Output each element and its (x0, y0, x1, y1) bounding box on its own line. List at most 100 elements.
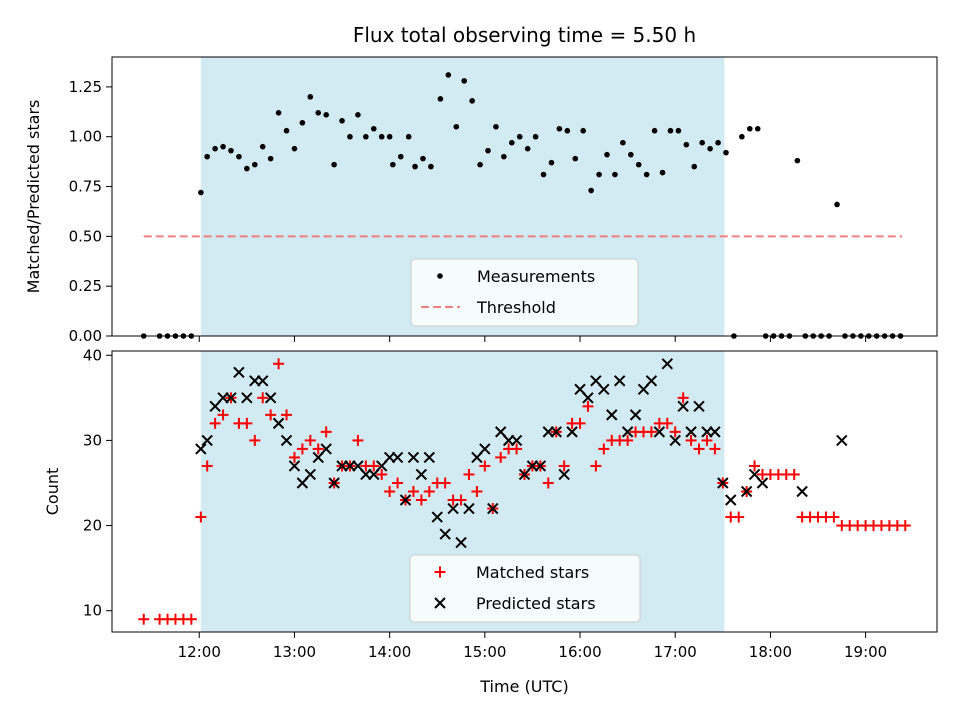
predicted-point-63-b (693, 400, 705, 413)
matched-point-21 (312, 443, 324, 455)
matched-point-68 (685, 434, 697, 446)
predicted-point-65-b (709, 426, 721, 438)
predicted-point-63 (693, 400, 705, 413)
measurement-point-39 (453, 123, 460, 130)
measurement-point-64 (651, 127, 658, 134)
predicted-point-47-b (566, 426, 578, 438)
predicted-point-55 (629, 409, 642, 421)
matched-point-86 (828, 511, 840, 523)
xtick-label-15-00: 15:00 (463, 643, 506, 661)
matched-point-16 (273, 358, 285, 370)
predicted-point-31-b (439, 528, 451, 540)
measurement-point-16 (275, 110, 282, 116)
measurement-point-65 (659, 169, 666, 176)
xtick-label-12-00: 12:00 (178, 643, 221, 661)
predicted-point-72-b (836, 434, 848, 447)
predicted-point-11 (280, 434, 293, 447)
predicted-point-12-b (288, 460, 301, 472)
bottom-ytick-label-40: 40 (83, 346, 102, 364)
measurement-point-60 (620, 139, 626, 146)
bottom-y-axis-label: Count (43, 468, 62, 516)
predicted-point-40 (510, 434, 523, 447)
matched-point-34 (415, 494, 427, 506)
predicted-point-65 (709, 426, 721, 438)
matched-point-76 (749, 460, 761, 472)
top-ytick-label-1-25: 1.25 (69, 78, 102, 96)
matched-point-33 (407, 486, 419, 497)
measurement-point-6 (198, 189, 204, 196)
measurement-point-42 (477, 161, 483, 168)
xtick-label-18-00: 18:00 (749, 643, 792, 661)
predicted-point-60 (669, 434, 681, 447)
predicted-stars-layer (195, 358, 848, 549)
matched-point-31 (392, 477, 404, 489)
measurement-point-32 (397, 153, 404, 160)
top-ytick-label-0-50: 0.50 (69, 227, 102, 245)
measurement-point-87 (834, 201, 840, 208)
measurement-point-27 (363, 133, 369, 140)
predicted-point-5-b (233, 366, 245, 378)
legend-label-threshold: Threshold (476, 298, 556, 317)
measurement-point-30 (386, 133, 393, 140)
predicted-point-28 (415, 468, 428, 481)
measurement-point-68 (683, 141, 690, 148)
predicted-point-51 (598, 383, 610, 396)
matched-point-8 (209, 417, 221, 429)
measurement-point-35 (420, 155, 426, 162)
predicted-point-53-b (613, 375, 626, 387)
predicted-point-37 (487, 502, 499, 515)
measurement-point-67 (675, 127, 682, 134)
measurement-point-22 (323, 111, 329, 118)
measurement-point-76 (746, 125, 753, 132)
top-ytick-label-1-00: 1.00 (69, 128, 102, 146)
predicted-point-45-b (550, 426, 562, 438)
measurement-point-49 (532, 133, 539, 140)
measurement-point-19 (299, 119, 306, 126)
matched-point-7 (201, 460, 213, 472)
predicted-point-59 (661, 358, 673, 370)
predicted-point-26 (399, 494, 412, 506)
predicted-point-47 (566, 426, 578, 438)
matched-point-55 (582, 400, 594, 412)
matched-point-18 (288, 451, 300, 463)
predicted-point-66 (717, 477, 729, 489)
predicted-point-59-b (661, 358, 673, 370)
predicted-point-54-b (621, 426, 634, 438)
predicted-point-58 (653, 426, 666, 438)
measurement-point-54 (572, 155, 579, 162)
predicted-point-51-b (598, 383, 610, 396)
predicted-point-72 (836, 434, 848, 447)
matched-point-9 (217, 409, 229, 421)
measurement-point-55 (580, 127, 587, 134)
predicted-point-10-b (272, 417, 285, 430)
measurement-point-50 (540, 171, 547, 178)
bottom-plot-frame (111, 350, 938, 633)
bottom-ytick-label-30: 30 (83, 431, 102, 449)
matched-point-39 (455, 494, 467, 506)
predicted-point-55-b (629, 409, 642, 421)
predicted-point-5 (233, 366, 245, 378)
measurement-point-15 (267, 155, 274, 162)
measurement-point-40 (461, 78, 468, 84)
measurement-point-62 (635, 161, 642, 168)
predicted-point-36-b (479, 443, 491, 455)
legend-label-measurements: Measurements (477, 267, 595, 286)
matched-point-42 (479, 460, 491, 472)
legend-label-matched-stars: Matched stars (476, 563, 589, 582)
matched-point-69 (693, 443, 705, 455)
predicted-point-68 (740, 485, 753, 498)
legend-x-marker (434, 597, 446, 609)
predicted-point-71-b (796, 485, 808, 498)
measurement-point-53 (564, 127, 571, 134)
measurement-point-13 (251, 161, 258, 168)
predicted-point-49-b (582, 392, 594, 404)
chart-title: Flux total observing time = 5.50 h (353, 23, 696, 47)
predicted-point-29-b (423, 451, 436, 464)
top-ytick-label-0-00: 0.00 (69, 327, 102, 345)
matched-point-57 (598, 443, 610, 455)
top-y-axis: 0.00 0.25 0.50 0.75 1.00 1.25 (69, 78, 112, 345)
predicted-point-8-b (257, 375, 269, 387)
predicted-point-54 (621, 426, 634, 438)
matched-point-22 (320, 426, 332, 438)
